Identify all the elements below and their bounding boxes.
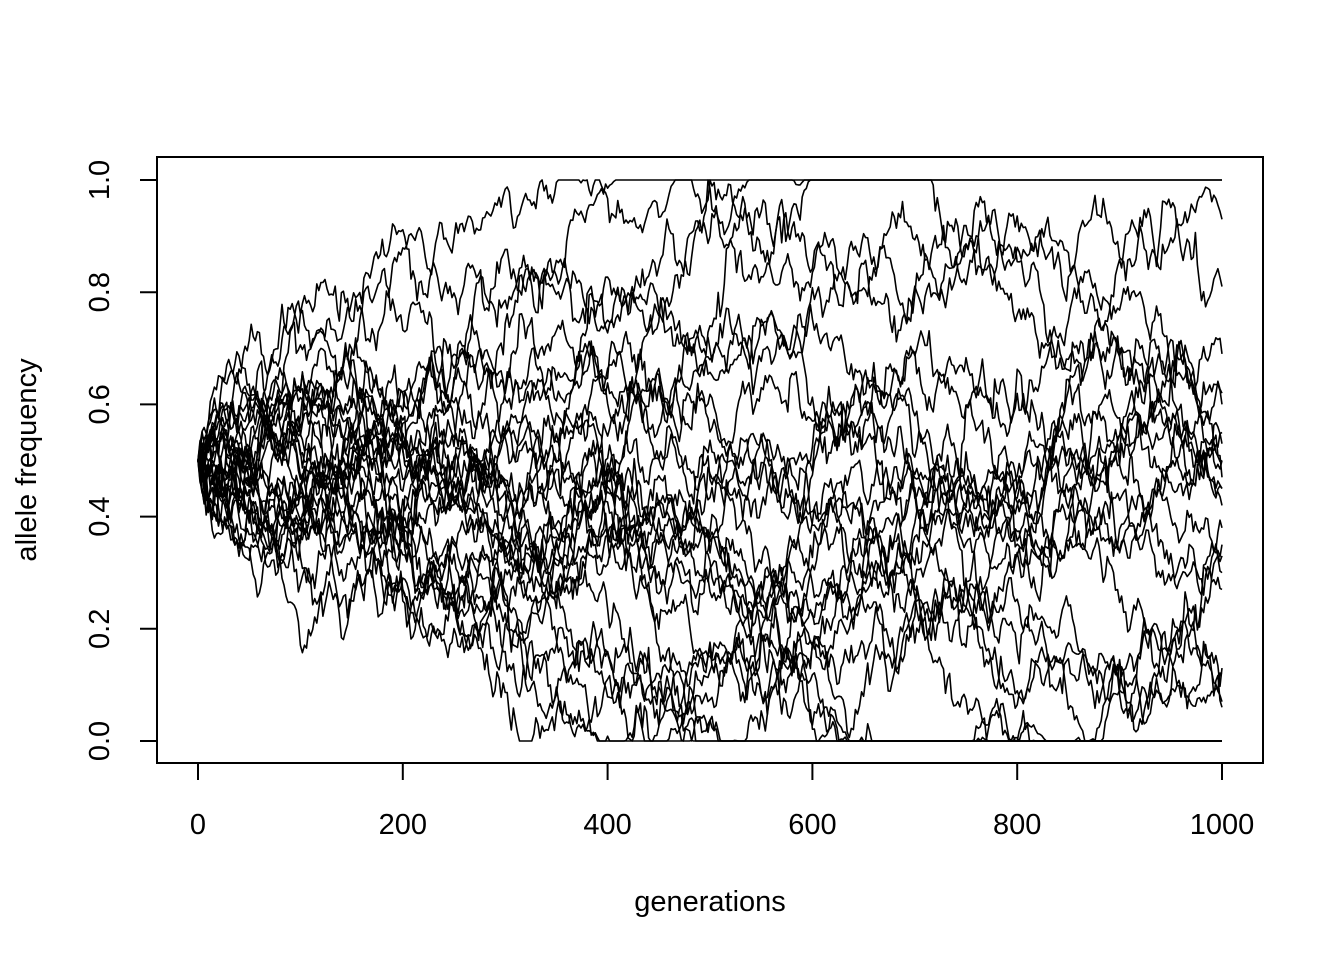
allele-trajectory-line [197, 372, 1223, 742]
x-tick-label: 600 [788, 809, 836, 841]
x-axis: 0 200 400 600 800 1000 [190, 762, 1255, 841]
allele-trajectory-line [197, 179, 1222, 461]
allele-trajectory-line [197, 303, 1223, 733]
y-axis-title: allele frequency [11, 358, 43, 562]
allele-trajectory-line [197, 338, 1223, 739]
series-group [197, 179, 1223, 742]
allele-trajectory-line [197, 179, 1223, 538]
x-tick-label: 0 [190, 809, 206, 841]
x-tick-label: 800 [993, 809, 1041, 841]
x-axis-title: generations [634, 886, 786, 918]
x-tick-label: 200 [379, 809, 427, 841]
allele-trajectory-line [197, 340, 1223, 742]
y-axis: 0.0 0.2 0.4 0.6 0.8 1.0 [84, 160, 158, 761]
y-tick-label: 0.4 [84, 496, 116, 536]
allele-trajectory-line [197, 313, 1223, 522]
y-tick-label: 0.6 [84, 384, 116, 424]
allele-trajectory-line [197, 179, 1223, 499]
x-tick-label: 1000 [1190, 809, 1255, 841]
allele-trajectory-line [197, 335, 1223, 550]
allele-trajectory-line [197, 460, 1223, 708]
y-tick-label: 1.0 [84, 160, 116, 200]
y-tick-label: 0.0 [84, 721, 116, 761]
x-tick-label: 400 [583, 809, 631, 841]
y-tick-label: 0.8 [84, 272, 116, 312]
allele-trajectory-line [197, 303, 1223, 671]
y-tick-label: 0.2 [84, 609, 116, 649]
